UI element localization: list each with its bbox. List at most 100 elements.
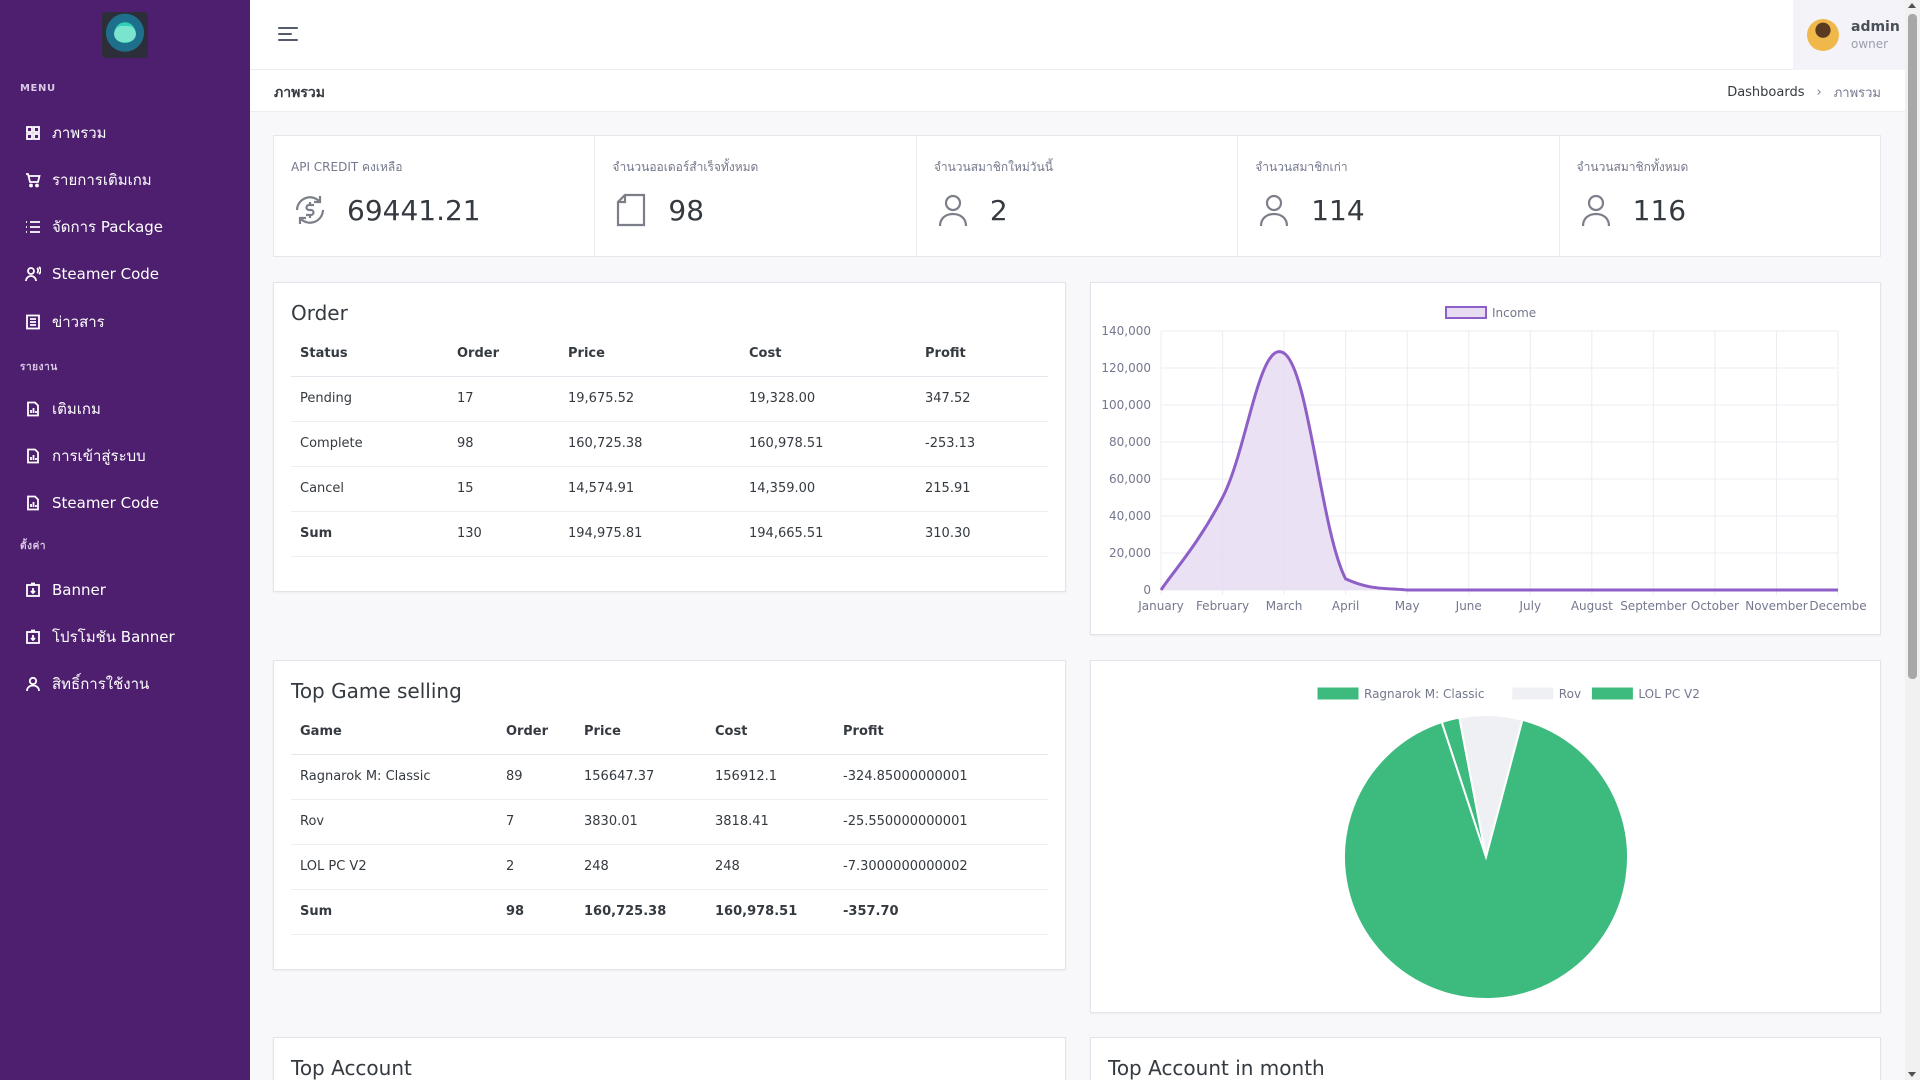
legend-swatch — [1317, 687, 1359, 700]
stat-success-orders: จำนวนออเดอร์สำเร็จทั้งหมด 98 — [595, 136, 917, 256]
x-tick-label: March — [1266, 599, 1303, 613]
table-cell: 14,574.91 — [559, 466, 740, 512]
top-account-month-panel: Top Account in month — [1090, 1037, 1881, 1080]
sidebar-item-permissions[interactable]: สิทธิ์การใช้งาน — [0, 664, 250, 704]
table-cell: -324.85000000001 — [834, 754, 1048, 800]
sidebar-item-package[interactable]: จัดการ Package — [0, 207, 250, 247]
breadcrumb-current: ภาพรวม — [1833, 86, 1881, 101]
y-tick-label: 40,000 — [1109, 509, 1151, 523]
x-tick-label: September — [1620, 599, 1686, 613]
pie-slice — [1343, 718, 1629, 1000]
sidebar-item-label: Banner — [52, 581, 106, 599]
breadcrumb: Dashboards › ภาพรวม — [1727, 82, 1881, 103]
table-cell: 160,725.38 — [559, 421, 740, 467]
banner-icon — [24, 581, 42, 599]
legend-label: LOL PC V2 — [1638, 687, 1699, 701]
vertical-scrollbar[interactable] — [1905, 0, 1920, 1080]
table-row: Complete 98 160,725.38 160,978.51 -253.1… — [291, 421, 1048, 467]
table-cell: -357.70 — [834, 889, 1048, 935]
table-cell: 19,328.00 — [740, 376, 916, 422]
column-header: Cost — [740, 331, 916, 377]
table-cell: 98 — [497, 889, 575, 935]
user-menu[interactable]: admin owner — [1793, 0, 1905, 70]
file-icon — [612, 191, 650, 229]
stat-value: 116 — [1632, 193, 1687, 227]
legend-swatch — [1591, 687, 1633, 700]
top-game-panel: Top Game selling Game Order Price Cost P… — [273, 660, 1066, 970]
table-cell: 130 — [448, 511, 559, 557]
page-title: ภาพรวม — [274, 85, 325, 101]
report-icon — [24, 400, 42, 418]
column-header: Cost — [706, 709, 834, 755]
table-cell: 194,665.51 — [740, 511, 916, 557]
game-pie-chart-panel: Ragnarok M: Classic Rov LOL PC V2 — [1090, 660, 1881, 1013]
sidebar-item-label: ภาพรวม — [52, 124, 107, 142]
sidebar-item-report-login[interactable]: การเข้าสู่ระบบ — [0, 436, 250, 476]
scrollbar-thumb[interactable] — [1908, 14, 1917, 679]
table-cell: 310.30 — [916, 511, 1048, 557]
sidebar-item-report-topup[interactable]: เติมเกม — [0, 389, 250, 429]
column-header: Order — [497, 709, 575, 755]
stat-value: 69441.21 — [347, 193, 481, 227]
table-cell: 3818.41 — [706, 799, 834, 845]
x-tick-label: June — [1455, 599, 1482, 613]
banner-icon — [24, 628, 42, 646]
table-cell: Ragnarok M: Classic — [291, 754, 497, 800]
table-cell: Pending — [291, 376, 448, 422]
sidebar-item-overview[interactable]: ภาพรวม — [0, 113, 250, 153]
table-cell: 160,978.51 — [740, 421, 916, 467]
table-cell: 215.91 — [916, 466, 1048, 512]
column-header: Profit — [916, 331, 1048, 377]
page-title-bar: ภาพรวม Dashboards › ภาพรวม — [250, 70, 1905, 112]
table-cell: 194,975.81 — [559, 511, 740, 557]
table-cell: -7.3000000000002 — [834, 844, 1048, 890]
x-tick-label: February — [1196, 599, 1249, 613]
menu-toggle-icon[interactable] — [278, 25, 298, 43]
table-cell: 14,359.00 — [740, 466, 916, 512]
top-game-title: Top Game selling — [291, 679, 462, 703]
scroll-up-icon[interactable] — [1908, 3, 1916, 8]
y-tick-label: 120,000 — [1101, 361, 1151, 375]
table-cell: 156912.1 — [706, 754, 834, 800]
user-voice-icon — [24, 265, 42, 283]
report-icon — [24, 494, 42, 512]
scroll-down-icon[interactable] — [1908, 1072, 1916, 1077]
sidebar-item-label: สิทธิ์การใช้งาน — [52, 675, 150, 693]
income-area-fill — [1161, 351, 1838, 590]
stat-api-credit: API CREDIT คงเหลือ 69441.21 — [274, 136, 596, 256]
report-heading: รายงาน — [20, 362, 58, 373]
stat-value: 98 — [668, 193, 705, 227]
user-icon — [24, 675, 42, 693]
table-row-sum: Sum 130 194,975.81 194,665.51 310.30 — [291, 511, 1048, 557]
sidebar-item-steamer-code[interactable]: Steamer Code — [0, 254, 250, 294]
sidebar-item-banner[interactable]: Banner — [0, 570, 250, 610]
table-row: LOL PC V2 2 248 248 -7.3000000000002 — [291, 844, 1048, 890]
stat-label: จำนวนสมาชิกทั้งหมด — [1576, 160, 1689, 174]
menu-heading: MENU — [20, 83, 56, 94]
sidebar-item-label: จัดการ Package — [52, 218, 164, 236]
sidebar-item-topup-list[interactable]: รายการเติมเกม — [0, 160, 250, 200]
column-header: Game — [291, 709, 497, 755]
y-tick-label: 20,000 — [1109, 546, 1151, 560]
list-icon — [24, 218, 42, 236]
table-cell: 248 — [575, 844, 706, 890]
table-cell: 3830.01 — [575, 799, 706, 845]
table-row: Cancel 15 14,574.91 14,359.00 215.91 — [291, 466, 1048, 512]
table-cell: Cancel — [291, 466, 448, 512]
report-icon — [24, 447, 42, 465]
breadcrumb-dashboards[interactable]: Dashboards — [1727, 85, 1805, 100]
sidebar: MENU ภาพรวม รายการเติมเกม จัดการ Package… — [0, 0, 250, 1080]
app-logo[interactable] — [102, 12, 148, 58]
x-tick-label: January — [1137, 599, 1184, 613]
x-tick-label: August — [1571, 599, 1613, 613]
sidebar-item-report-steamer-code[interactable]: Steamer Code — [0, 483, 250, 523]
table-cell: 17 — [448, 376, 559, 422]
topbar: admin owner — [250, 0, 1905, 70]
sidebar-item-promo-banner[interactable]: โปรโมชัน Banner — [0, 617, 250, 657]
sidebar-item-news[interactable]: ข่าวสาร — [0, 302, 250, 342]
cart-icon — [24, 171, 42, 189]
avatar — [1807, 19, 1839, 51]
stat-value: 114 — [1311, 193, 1365, 227]
y-tick-label: 0 — [1143, 583, 1151, 597]
table-cell: 347.52 — [916, 376, 1048, 422]
